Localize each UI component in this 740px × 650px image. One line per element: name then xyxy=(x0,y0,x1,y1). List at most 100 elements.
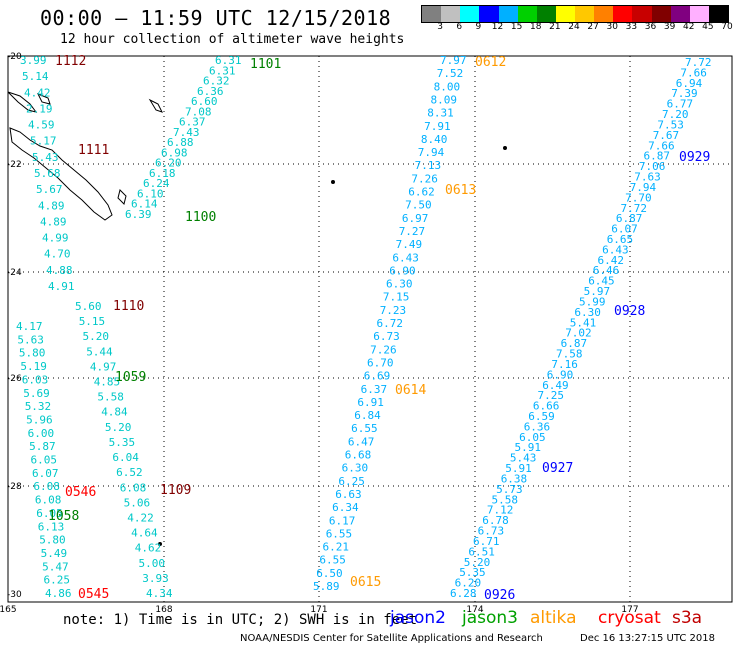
swh-value: 7.50 xyxy=(405,199,432,212)
swh-value: 4.89 xyxy=(40,215,67,228)
pass-time-label: 1110 xyxy=(113,299,144,314)
swh-value: 5.43 xyxy=(32,151,59,164)
swh-value: 5.58 xyxy=(97,391,124,404)
colorbar-tick-label: 3 xyxy=(437,22,443,32)
swh-value: 7.13 xyxy=(415,159,442,172)
lat-tick-label: -30 xyxy=(7,590,22,600)
swh-value: 5.96 xyxy=(26,413,52,426)
lon-tick-label: 171 xyxy=(310,605,327,615)
swh-value: 4.42 xyxy=(24,86,51,99)
pass-time-label: 0615 xyxy=(350,575,381,590)
swh-value: 6.73 xyxy=(478,525,505,538)
swh-value: 7.58 xyxy=(556,348,583,361)
colorbar-swatch xyxy=(613,6,633,22)
swh-value: 5.44 xyxy=(86,345,113,358)
colorbar-tick-label: 6 xyxy=(456,22,463,32)
satellite-legend-item: altika xyxy=(530,608,577,628)
swh-value: 6.39 xyxy=(125,208,152,221)
swh-value: 6.50 xyxy=(316,567,343,580)
swh-value: 5.49 xyxy=(41,547,68,560)
pass-time-label: 0545 xyxy=(78,587,109,602)
swh-value: 5.14 xyxy=(22,70,49,83)
swh-value: 6.98 xyxy=(161,146,188,159)
swh-value: 6.65 xyxy=(607,233,634,246)
swh-value: 8.00 xyxy=(434,80,461,93)
lon-tick-label: 165 xyxy=(0,605,17,615)
pass-time-label: 1101 xyxy=(250,57,281,72)
swh-value: 6.49 xyxy=(542,379,569,392)
swh-value: 8.09 xyxy=(431,93,458,106)
swh-value: 6.31 xyxy=(215,54,242,67)
colorbar-tick-label: 21 xyxy=(549,22,561,32)
swh-value: 6.37 xyxy=(361,383,388,396)
swh-value: 6.90 xyxy=(547,368,574,381)
swh-value: 7.53 xyxy=(657,119,684,132)
swh-value: 6.36 xyxy=(524,420,551,433)
swh-value: 6.70 xyxy=(367,356,394,369)
pass-time-label: 1112 xyxy=(55,54,86,69)
swh-value: 7.63 xyxy=(634,171,661,184)
new-caledonia-coast xyxy=(9,127,113,221)
swh-value: 5.20 xyxy=(105,421,131,434)
swh-value: 6.55 xyxy=(326,527,353,540)
swh-value: 7.16 xyxy=(551,358,578,371)
lat-tick-label: -22 xyxy=(7,160,22,170)
swh-value: 7.23 xyxy=(380,304,407,317)
colorbar-swatch xyxy=(651,6,671,22)
colorbar-swatch xyxy=(517,6,537,22)
swh-value: 6.55 xyxy=(319,554,346,567)
swh-value: 6.25 xyxy=(338,475,365,488)
swh-value: 6.59 xyxy=(528,410,555,423)
swh-value: 4.64 xyxy=(131,527,158,540)
colorbar-swatch xyxy=(632,6,652,22)
swh-value: 6.46 xyxy=(593,264,620,277)
lat-tick-label: -26 xyxy=(7,374,22,384)
colorbar-tick-label: 30 xyxy=(606,22,618,32)
colorbar-swatch xyxy=(479,6,499,22)
islet-5 xyxy=(331,180,335,184)
satellite-legend-item: jason3 xyxy=(462,608,518,628)
swh-value: 4.34 xyxy=(146,587,173,600)
swh-value: 6.03 xyxy=(22,373,49,386)
swh-value: 7.91 xyxy=(424,120,451,133)
islet-4 xyxy=(36,93,51,105)
colorbar-swatch xyxy=(536,6,556,22)
swh-value: 7.70 xyxy=(625,191,652,204)
swh-value: 6.14 xyxy=(131,198,158,211)
colorbar-swatch xyxy=(460,6,480,22)
swh-value: 6.43 xyxy=(602,243,629,256)
swh-value: 6.63 xyxy=(335,488,362,501)
swh-value: 7.25 xyxy=(538,389,565,402)
colorbar-tick-label: 12 xyxy=(491,22,504,32)
swh-value: 5.91 xyxy=(505,462,532,475)
swh-value: 6.05 xyxy=(519,431,546,444)
swh-value: 6.13 xyxy=(38,520,65,533)
swh-value: 4.88 xyxy=(46,264,73,277)
swh-value: 6.31 xyxy=(209,64,236,77)
swh-value: 7.27 xyxy=(399,225,426,238)
swh-value: 5.99 xyxy=(579,296,606,309)
swh-value: 6.66 xyxy=(533,400,560,413)
colorbar-swatch xyxy=(441,6,461,22)
footer-timestamp: Dec 16 13:27:15 UTC 2018 xyxy=(580,633,715,644)
swh-value: 6.32 xyxy=(203,75,230,88)
pass-time-label: 1058 xyxy=(48,509,79,524)
lat-tick-label: -20 xyxy=(7,52,22,62)
swh-value: 6.55 xyxy=(351,422,378,435)
swh-value: 3.93 xyxy=(142,572,169,585)
swh-value: 7.26 xyxy=(370,343,397,356)
swh-value: 6.73 xyxy=(373,330,400,343)
swh-value: 5.73 xyxy=(496,483,522,496)
swh-value: 7.20 xyxy=(662,108,689,121)
swh-value: 5.17 xyxy=(30,135,57,148)
pass-time-label: 1100 xyxy=(185,210,216,225)
swh-value: 6.04 xyxy=(112,451,139,464)
lat-lon-grid xyxy=(8,56,732,602)
swh-value: 7.06 xyxy=(639,160,666,173)
islet-2 xyxy=(148,98,163,113)
pass-time-labels: 1112 1101 0612 1111 0929 0613 1100 0928 1110 1059… xyxy=(48,54,710,603)
swh-value: 6.18 xyxy=(149,167,176,180)
pass-time-label: 0612 xyxy=(475,55,506,70)
swh-value: 7.66 xyxy=(648,139,675,152)
